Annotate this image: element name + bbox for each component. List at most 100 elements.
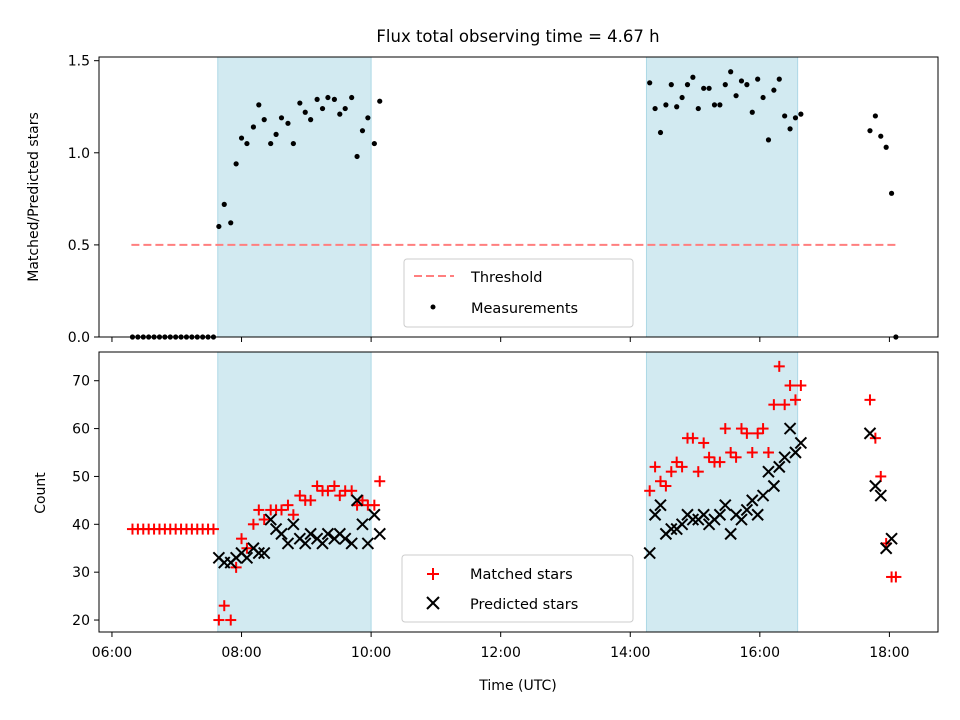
x-tick-label: 06:00 [92, 645, 132, 661]
matched-stars-point [218, 600, 230, 612]
top-shaded-interval-1 [645, 56, 799, 338]
matched-stars-point [665, 466, 677, 478]
x-tick-label: 08:00 [221, 645, 261, 661]
top-axis-ticks: 0.0 0.5 1.0 1.5 [68, 54, 890, 346]
bottom-shaded-interval-0 [217, 351, 372, 633]
x-tick-label: 18:00 [869, 645, 909, 661]
measurement-point [787, 126, 793, 132]
matched-stars-point [784, 380, 796, 392]
measurement-point [652, 105, 658, 112]
measurement-point [872, 113, 878, 119]
predicted-stars-point [258, 546, 271, 560]
measurement-point [221, 201, 227, 207]
matched-stars-point [649, 461, 661, 473]
matched-stars-point [287, 509, 299, 521]
matched-stars-point [213, 614, 225, 626]
predicted-stars-point [321, 527, 335, 541]
predicted-stars-point [316, 537, 329, 550]
top-series-layer [129, 69, 899, 340]
top-legend-box [403, 258, 634, 328]
predicted-stars-point [686, 513, 700, 526]
predicted-stars-point [287, 518, 300, 531]
measurement-point [233, 161, 239, 167]
top-plot-frame [98, 56, 939, 338]
measurement-point [867, 128, 873, 134]
predicted-stars-point [299, 537, 312, 550]
bottom-axis-ticks: 06:00 08:00 10:00 12:00 14:00 16:00 18:00 20 30 4… [72, 374, 909, 661]
predicted-stars-point [675, 518, 689, 531]
measurement-point [888, 190, 895, 196]
measurement-point [717, 102, 723, 108]
matched-stars-point [692, 466, 704, 478]
measurement-point [371, 140, 377, 147]
predicted-stars-point [373, 527, 386, 541]
predicted-stars-point [885, 532, 898, 545]
measurement-point [733, 93, 739, 99]
matched-stars-point [698, 437, 710, 449]
measurement-point [256, 102, 262, 108]
measurement-point [377, 98, 383, 104]
matched-stars-point [762, 447, 774, 459]
matched-stars-point [719, 423, 731, 435]
x-tick-label: 10:00 [351, 645, 391, 661]
matched-stars-point [322, 485, 334, 497]
bottom-y-tick-label: 70 [72, 374, 90, 390]
matched-stars-point [294, 490, 306, 502]
x-tick-label: 12:00 [481, 645, 521, 661]
predicted-stars-point [697, 508, 710, 521]
predicted-stars-point [643, 546, 656, 560]
predicted-stars-point [264, 513, 277, 526]
predicted-stars-point [724, 527, 737, 541]
measurement-point [285, 120, 291, 126]
matched-stars-point [730, 451, 742, 463]
matched-legend-label: Matched stars [470, 567, 573, 583]
measurement-point [354, 153, 360, 160]
matched-legend-swatch [427, 568, 439, 580]
measurement-point [776, 76, 782, 82]
measurement-point [883, 144, 889, 150]
predicted-stars-point [773, 460, 786, 474]
matched-stars-point [282, 499, 294, 511]
measurement-point [706, 85, 712, 91]
matched-stars-point [247, 518, 259, 530]
matched-stars-point [368, 499, 380, 511]
matched-stars-point [253, 504, 265, 516]
predicted-stars-point [719, 498, 732, 512]
measurement-point [657, 129, 664, 136]
measurement-point [314, 96, 320, 102]
matched-stars-point [741, 427, 753, 439]
predicted-stars-point [275, 527, 288, 541]
measurement-point [690, 74, 696, 80]
predicted-stars-point [869, 479, 882, 493]
measurement-point [331, 96, 337, 102]
measurement-point [749, 109, 755, 115]
x-tick-label: 14:00 [610, 645, 650, 661]
measurement-point [273, 131, 279, 137]
predicted-stars-point [361, 537, 375, 550]
predicted-stars-point [746, 494, 759, 507]
measurement-point [325, 94, 331, 101]
x-axis-label: Time (UTC) [478, 678, 556, 694]
predicted-stars-point [767, 479, 781, 493]
matched-stars-point [687, 432, 699, 444]
predicted-stars-point [879, 542, 893, 555]
measurement-point [722, 82, 728, 88]
predicted-stars-point [648, 508, 662, 521]
matched-stars-point [714, 456, 726, 468]
matched-stars-point [258, 514, 270, 526]
measurement-point [738, 78, 745, 84]
measurement-point [798, 111, 804, 117]
predicted-stars-point [252, 546, 266, 560]
bottom-shaded-interval-1 [645, 351, 799, 633]
measurement-point [302, 109, 308, 115]
measurement-point [290, 140, 296, 147]
measurement-point [349, 94, 355, 101]
bottom-y-tick-label: 20 [72, 613, 90, 629]
matched-stars-point [746, 447, 758, 459]
matched-stars-point [875, 470, 887, 482]
bottom-y-tick-label: 30 [72, 565, 90, 581]
top-y-tick-label: 1.5 [68, 54, 90, 70]
predicted-stars-point [863, 427, 877, 440]
measurement-point [674, 104, 680, 110]
